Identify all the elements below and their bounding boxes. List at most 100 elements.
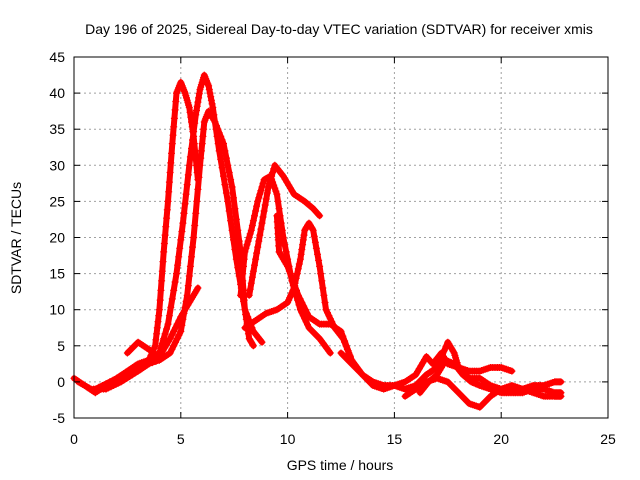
data-point bbox=[235, 237, 243, 245]
data-point bbox=[175, 253, 183, 261]
data-point bbox=[318, 277, 326, 285]
data-point bbox=[295, 260, 303, 268]
data-point bbox=[339, 332, 347, 340]
data-point bbox=[138, 362, 146, 370]
data-point bbox=[252, 207, 260, 215]
data-point bbox=[245, 234, 253, 241]
data-point bbox=[274, 236, 282, 244]
data-point bbox=[179, 219, 187, 227]
data-point bbox=[206, 89, 214, 97]
data-point bbox=[227, 176, 235, 184]
data-point bbox=[256, 190, 264, 198]
data-point bbox=[508, 367, 516, 375]
data-point bbox=[316, 212, 324, 220]
data-point bbox=[168, 295, 176, 303]
data-point bbox=[231, 205, 239, 213]
data-point bbox=[293, 286, 300, 294]
data-point bbox=[172, 98, 180, 105]
data-point bbox=[237, 291, 245, 299]
data-point bbox=[161, 231, 169, 239]
data-point bbox=[316, 262, 324, 270]
y-tick-label: 0 bbox=[57, 374, 65, 390]
data-point bbox=[123, 369, 131, 377]
data-point bbox=[265, 179, 273, 187]
chart-title: Day 196 of 2025, Sidereal Day-to-day VTE… bbox=[85, 21, 593, 37]
data-point bbox=[165, 312, 173, 320]
data-point bbox=[197, 147, 205, 155]
data-point bbox=[217, 155, 225, 163]
y-tick-label: 15 bbox=[49, 266, 65, 282]
data-point bbox=[255, 237, 263, 245]
data-point bbox=[192, 111, 200, 119]
data-point bbox=[195, 90, 203, 98]
data-point bbox=[294, 291, 302, 299]
data-point bbox=[175, 331, 183, 339]
data-point bbox=[168, 345, 176, 353]
data-point bbox=[242, 311, 250, 318]
data-point bbox=[247, 279, 255, 287]
data-point bbox=[169, 131, 177, 139]
data-point bbox=[188, 145, 195, 152]
data-point bbox=[262, 195, 270, 203]
data-point bbox=[175, 317, 183, 324]
data-point bbox=[192, 209, 200, 217]
data-point bbox=[185, 272, 193, 280]
data-point bbox=[231, 246, 239, 253]
data-point bbox=[440, 347, 448, 355]
data-point bbox=[300, 302, 308, 310]
data-point bbox=[186, 108, 194, 116]
data-point bbox=[298, 246, 306, 253]
data-point bbox=[152, 357, 160, 365]
series-track-6 bbox=[245, 161, 324, 299]
data-point bbox=[289, 277, 297, 285]
data-point bbox=[315, 211, 323, 219]
data-point bbox=[155, 312, 163, 320]
data-point bbox=[191, 119, 199, 127]
data-point bbox=[205, 86, 213, 93]
data-point bbox=[207, 93, 215, 101]
data-point bbox=[322, 306, 330, 314]
data-point bbox=[161, 330, 169, 338]
data-point bbox=[178, 228, 186, 235]
data-point bbox=[256, 231, 264, 239]
data-point bbox=[225, 207, 233, 215]
data-point bbox=[248, 222, 256, 229]
data-point bbox=[183, 291, 191, 299]
data-point bbox=[95, 383, 103, 391]
data-point bbox=[166, 335, 174, 343]
grid bbox=[74, 57, 608, 418]
x-tick-label: 15 bbox=[387, 431, 403, 447]
data-point bbox=[199, 132, 207, 140]
data-point bbox=[170, 286, 178, 294]
y-tick-label: 35 bbox=[49, 121, 65, 137]
data-point bbox=[151, 342, 159, 350]
data-point bbox=[190, 234, 198, 241]
data-point bbox=[321, 299, 329, 306]
data-point bbox=[242, 315, 250, 323]
data-layer bbox=[70, 71, 565, 411]
data-point bbox=[182, 190, 190, 198]
data-point bbox=[557, 378, 565, 386]
series-track-5 bbox=[237, 172, 334, 357]
data-point bbox=[224, 161, 232, 169]
data-point bbox=[167, 303, 175, 311]
data-point bbox=[346, 351, 354, 359]
data-point bbox=[244, 237, 252, 245]
data-point bbox=[299, 236, 307, 244]
data-point bbox=[303, 309, 311, 317]
x-tick-label: 20 bbox=[493, 431, 509, 447]
data-point bbox=[172, 338, 179, 346]
data-point bbox=[218, 164, 226, 172]
data-point bbox=[155, 306, 163, 314]
data-point bbox=[243, 241, 251, 249]
data-point bbox=[171, 278, 179, 286]
data-point bbox=[189, 136, 196, 144]
data-point bbox=[185, 161, 193, 169]
data-point bbox=[230, 236, 237, 244]
data-point bbox=[176, 244, 184, 252]
data-point bbox=[167, 159, 175, 167]
data-point bbox=[267, 176, 274, 184]
data-point bbox=[186, 153, 194, 161]
data-point bbox=[325, 312, 333, 320]
